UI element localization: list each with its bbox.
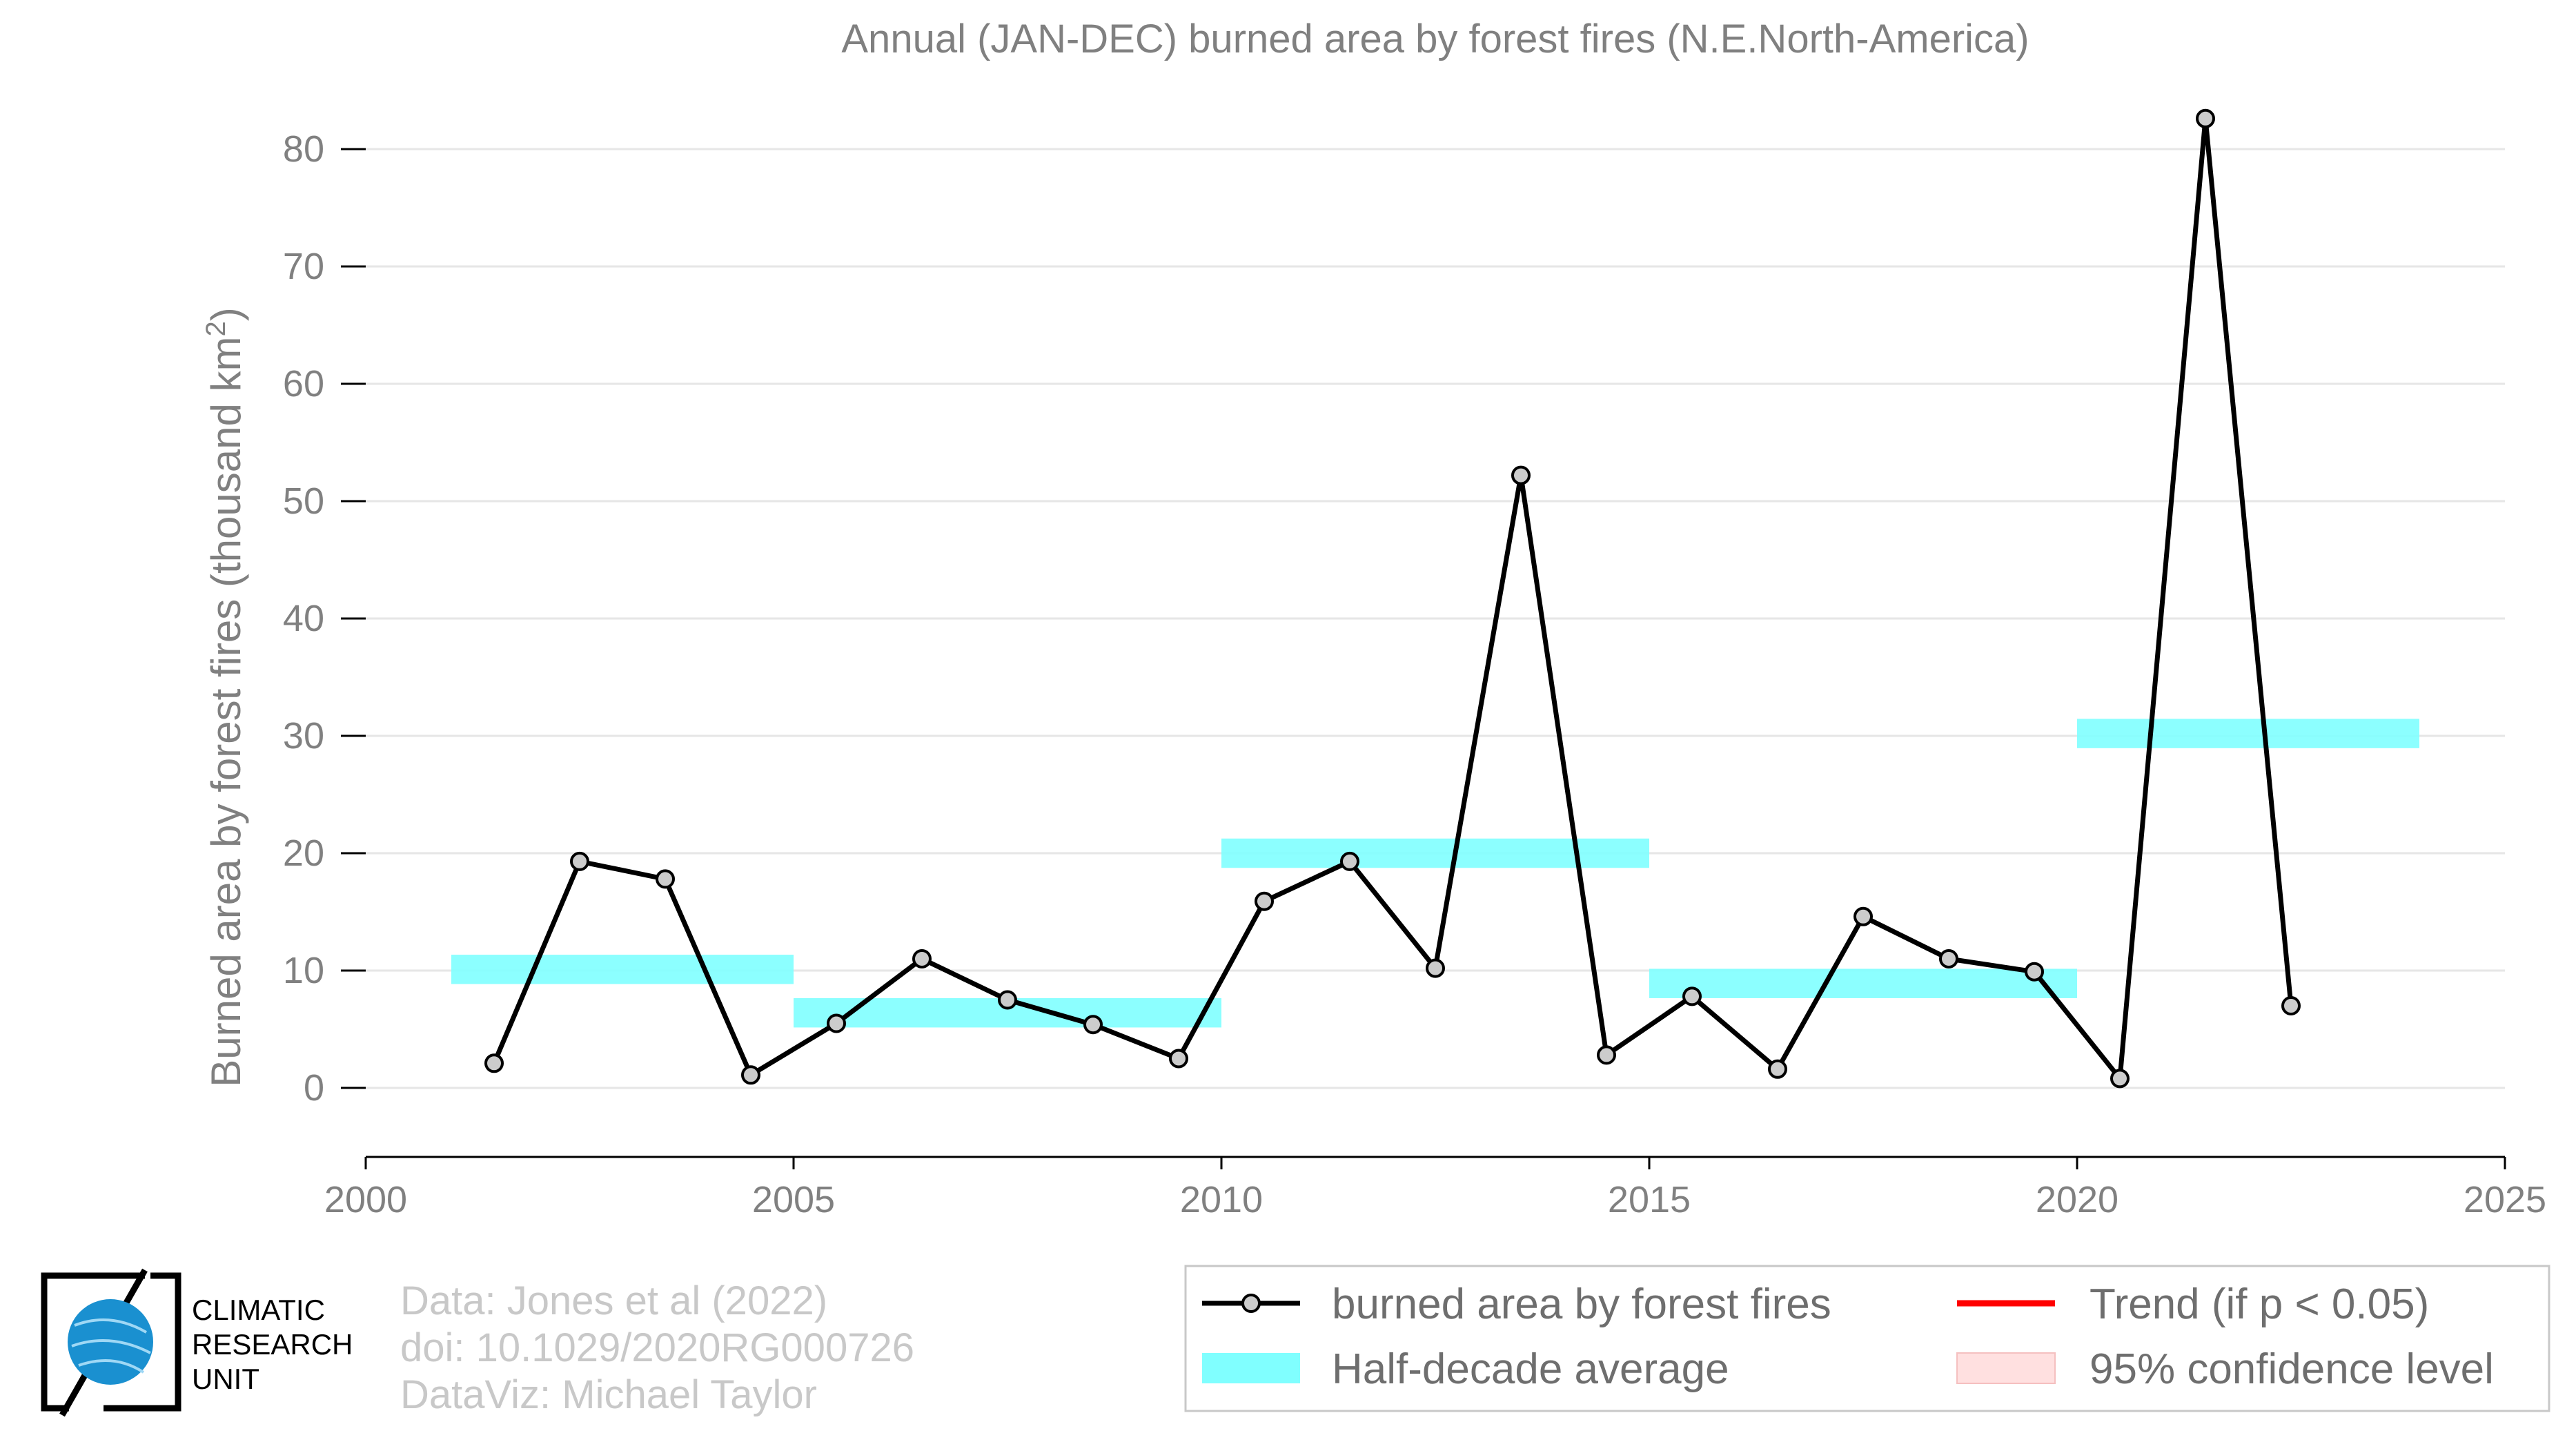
y-tick-label-0: 0	[304, 1067, 324, 1109]
data-point-2010.5	[1255, 891, 1274, 911]
logo-text-unit: UNIT	[192, 1363, 259, 1395]
half-decade-band-3	[1649, 968, 2077, 998]
credit-data: Data: Jones et al (2022)	[400, 1278, 827, 1323]
x-tick-label-2015: 2015	[1608, 1179, 1691, 1220]
data-point-2007.5	[998, 990, 1017, 1010]
logo-text-climatic: CLIMATIC	[192, 1294, 325, 1326]
legend-label-confidence: 95% confidence level	[2090, 1345, 2494, 1393]
y-axis-title-suffix: )	[203, 307, 249, 321]
data-point-2005.5	[827, 1013, 846, 1033]
data-point-2017.5	[1854, 906, 1873, 926]
y-tick-label-80: 80	[283, 128, 324, 170]
data-point-2016.5	[1768, 1059, 1787, 1079]
data-point-2018.5	[1939, 949, 1958, 968]
logo-text-research: RESEARCH	[192, 1328, 353, 1361]
x-tick-label-2010: 2010	[1180, 1179, 1263, 1220]
y-axis-ticks: 0 10 20 30 40 50 60 70 80	[283, 128, 366, 1109]
x-tick-label-2005: 2005	[752, 1179, 835, 1220]
grid-lines	[366, 148, 2505, 1089]
data-point-2008.5	[1083, 1015, 1103, 1035]
data-point-2012.5	[1426, 958, 1445, 978]
data-point-2020.5	[2110, 1069, 2130, 1089]
credit-doi: doi: 10.1029/2020RG000726	[400, 1325, 914, 1370]
half-decade-band-2	[1221, 838, 1649, 868]
y-tick-label-50: 50	[283, 480, 324, 522]
legend-swatch-half-decade	[1202, 1353, 1300, 1383]
data-point-2009.5	[1169, 1049, 1188, 1069]
half-decade-band-0	[451, 955, 794, 984]
data-point-2022.5	[2281, 996, 2301, 1015]
data-point-2002.5	[570, 851, 589, 871]
y-axis-title-main: Burned area by forest fires (thousand km	[203, 337, 249, 1087]
y-axis-title-superscript: 2	[201, 321, 231, 336]
globe-swirl	[71, 1318, 151, 1374]
credit-dataviz: DataViz: Michael Taylor	[400, 1372, 817, 1417]
legend-swatch-confidence	[1956, 1352, 2056, 1384]
half-decade-band-4	[2077, 719, 2419, 748]
y-tick-label-30: 30	[283, 715, 324, 757]
data-point-2013.5	[1511, 465, 1531, 485]
legend-marker-burned-area	[1241, 1294, 1261, 1313]
logo-frame-left	[41, 1272, 145, 1412]
data-point-2014.5	[1597, 1045, 1616, 1065]
x-axis: 2000 2005 2010 2015 2020 2025	[324, 1156, 2546, 1220]
series-burned-area	[484, 108, 2301, 1089]
y-tick-label-60: 60	[283, 363, 324, 405]
legend-label-burned-area: burned area by forest fires	[1332, 1280, 1831, 1328]
y-tick-label-70: 70	[283, 246, 324, 287]
y-tick-label-20: 20	[283, 832, 324, 874]
data-point-2003.5	[656, 869, 675, 889]
data-point-2015.5	[1682, 986, 1702, 1006]
data-point-2004.5	[741, 1065, 760, 1085]
half-decade-average-bands	[451, 719, 2419, 1028]
series-line-0	[491, 116, 2294, 1081]
cru-logo: CLIMATIC RESEARCH UNIT	[41, 1268, 353, 1417]
data-point-2019.5	[2025, 962, 2044, 982]
data-point-2006.5	[912, 949, 932, 968]
x-tick-label-2020: 2020	[2036, 1179, 2118, 1220]
legend-box	[1184, 1265, 2550, 1412]
data-point-2011.5	[1340, 851, 1359, 871]
x-tick-label-2025: 2025	[2464, 1179, 2546, 1220]
y-tick-label-10: 10	[283, 950, 324, 991]
y-axis-title: Burned area by forest fires (thousand km…	[201, 307, 249, 1087]
legend: burned area by forest fires Trend (if p …	[1184, 1265, 2550, 1412]
chart-title: Annual (JAN-DEC) burned area by forest f…	[841, 17, 2029, 61]
logo-frame-right	[104, 1272, 181, 1412]
data-point-2001.5	[484, 1053, 504, 1073]
legend-label-trend: Trend (if p < 0.05)	[2090, 1280, 2429, 1328]
legend-label-half-decade: Half-decade average	[1332, 1345, 1729, 1393]
y-tick-label-40: 40	[283, 598, 324, 639]
x-tick-label-2000: 2000	[324, 1179, 407, 1220]
data-point-2021.5	[2196, 108, 2215, 128]
